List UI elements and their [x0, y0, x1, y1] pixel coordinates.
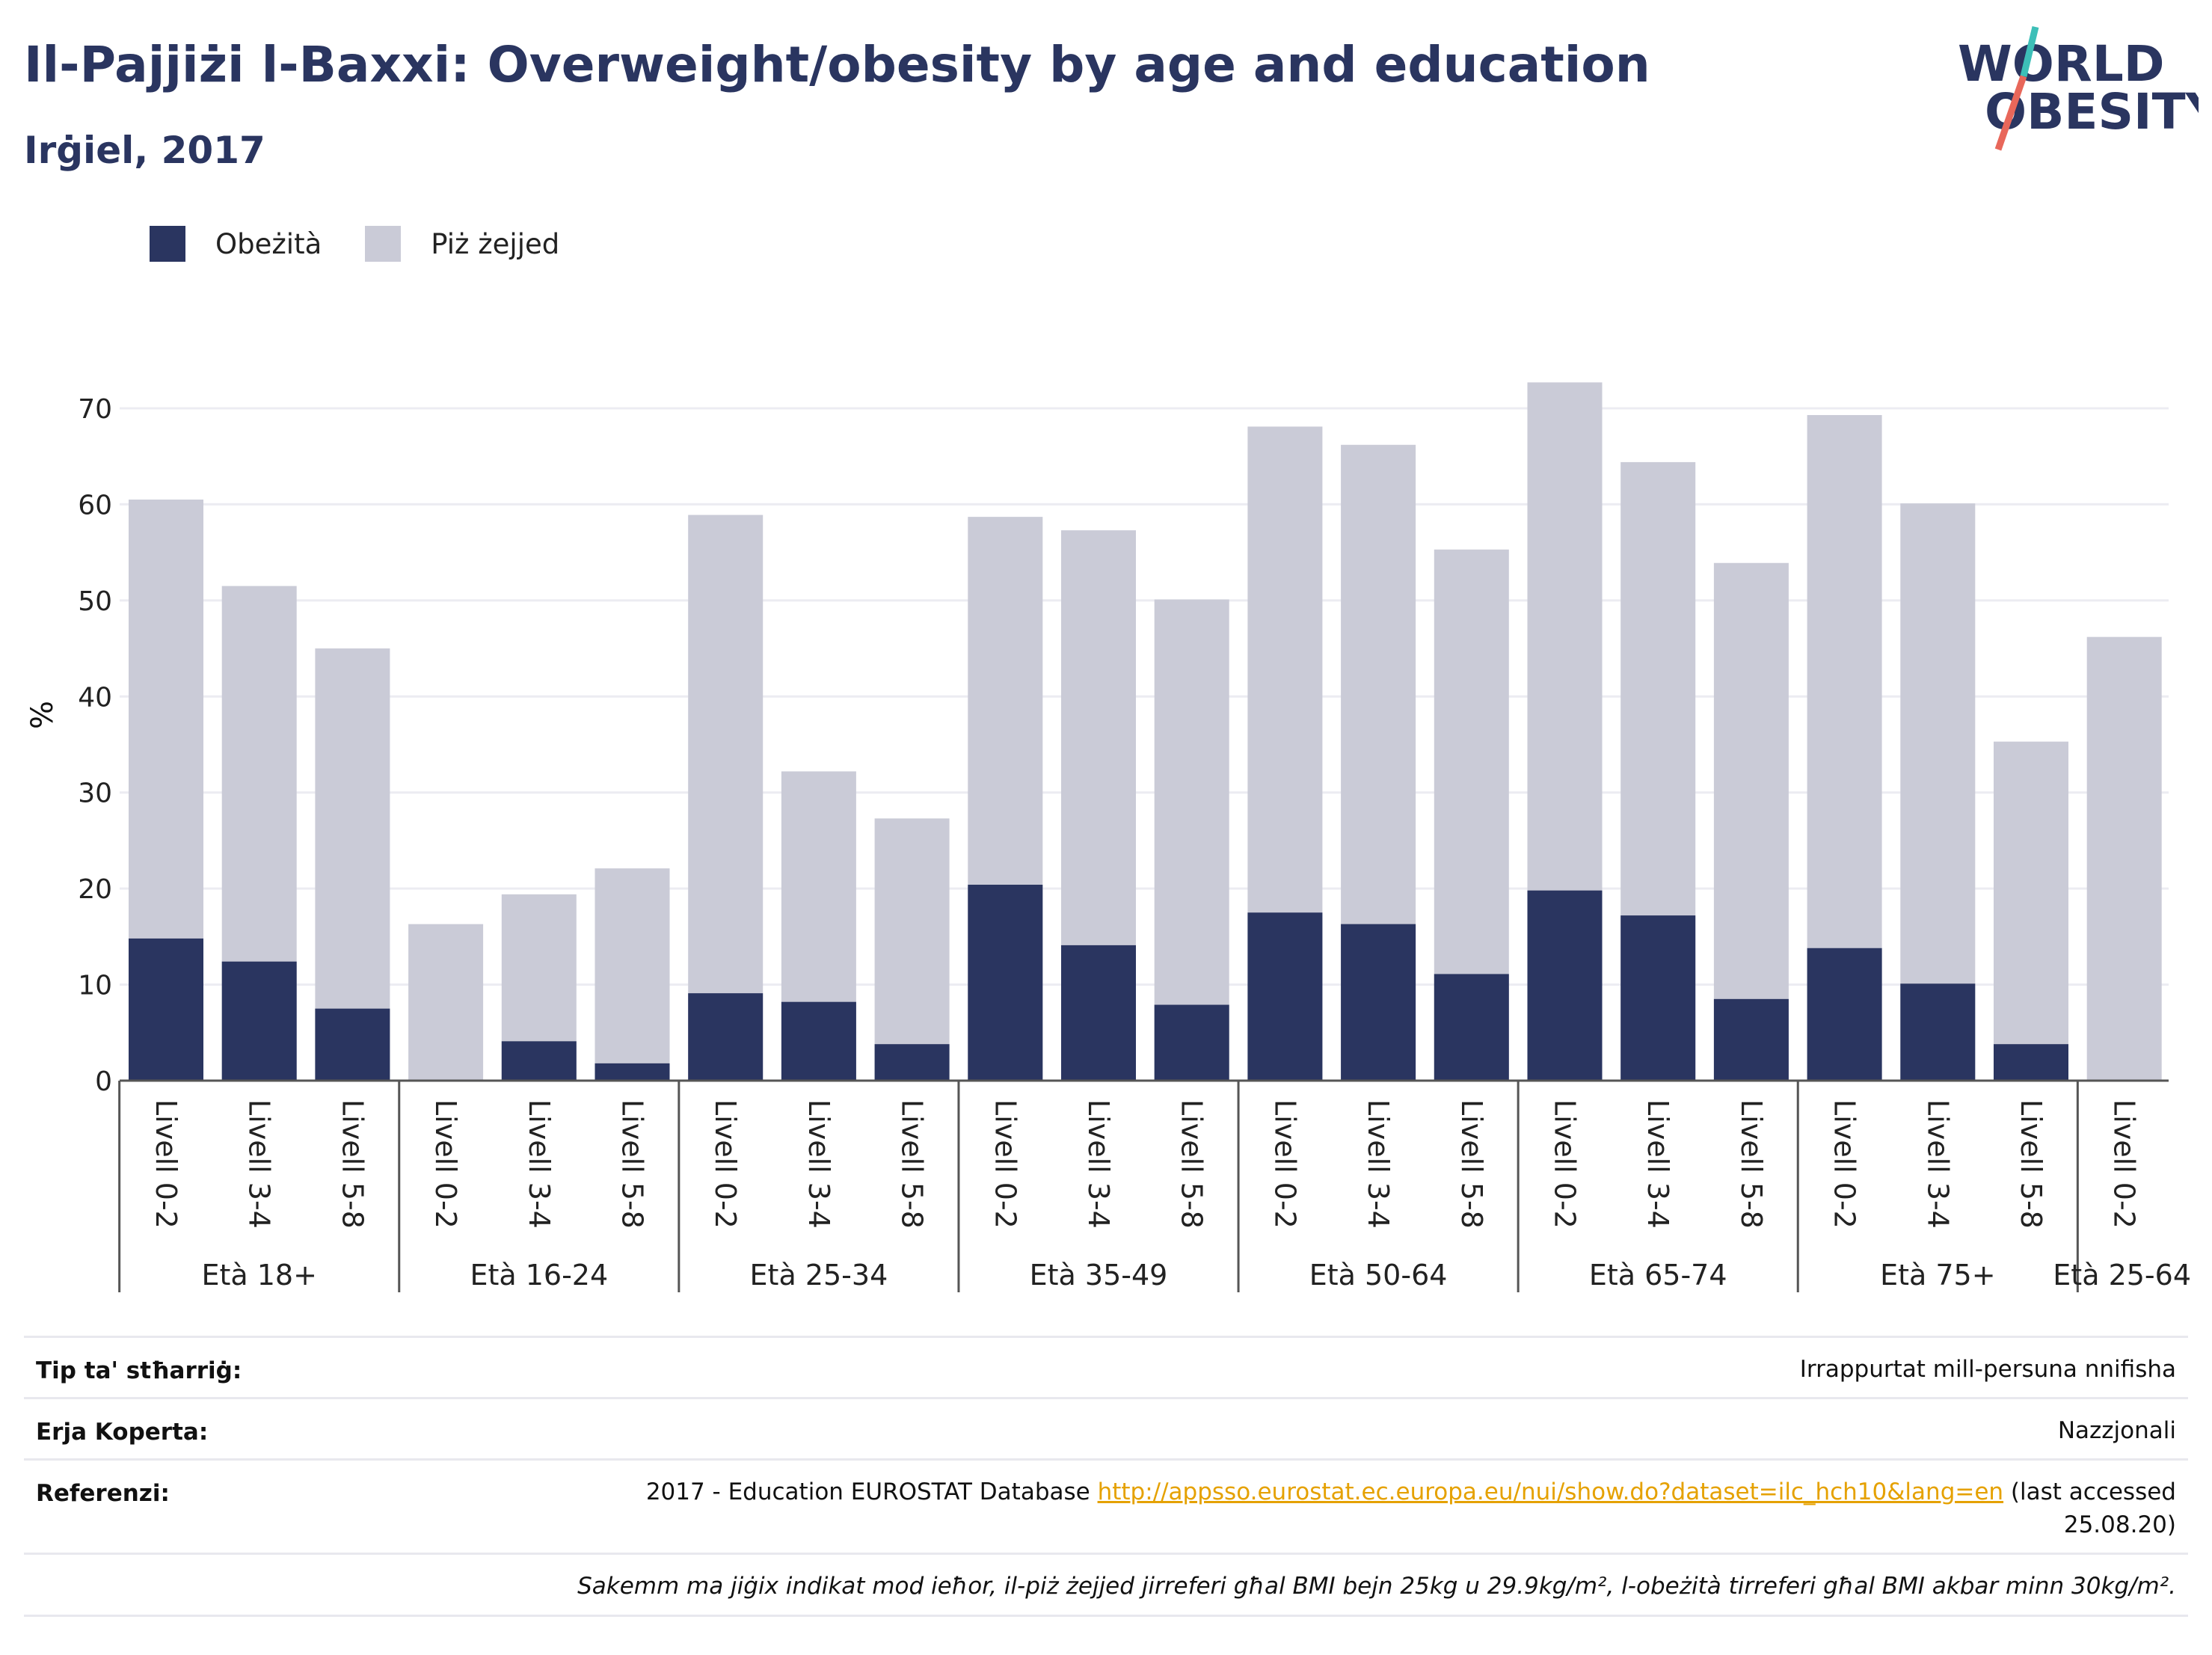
- definition-note: Sakemm ma jiġix indikat mod ieħor, il-pi…: [577, 1573, 2176, 1600]
- bar-obesity: [1620, 915, 1696, 1081]
- y-tick-label: 50: [78, 586, 112, 617]
- bar-obesity: [1434, 974, 1509, 1081]
- info-row-references: Referenzi: 2017 - Education EUROSTAT Dat…: [24, 1458, 2188, 1553]
- y-axis-label: %: [25, 701, 60, 729]
- bar-overweight: [1994, 741, 2068, 1081]
- reference-suffix: (last accessed 25.08.20): [2003, 1479, 2176, 1538]
- y-tick-label: 0: [95, 1066, 112, 1097]
- bar-obesity: [874, 1044, 950, 1081]
- x-tick-label: Livell 3-4: [243, 1099, 276, 1229]
- bar-obesity: [315, 1008, 390, 1081]
- survey-type-label: Tip ta' stħarriġ:: [36, 1357, 242, 1384]
- info-table: Tip ta' stħarriġ: Irrappurtat mill-persu…: [24, 1336, 2188, 1617]
- x-tick-label: Livell 0-2: [429, 1099, 462, 1229]
- bar-overweight: [408, 924, 484, 1081]
- legend-swatch-obesity: [150, 226, 185, 262]
- info-row-survey-type: Tip ta' stħarriġ: Irrappurtat mill-persu…: [24, 1336, 2188, 1397]
- info-row-area: Erja Koperta: Nazzjonali: [24, 1397, 2188, 1458]
- reference-prefix: 2017 - Education EUROSTAT Database: [645, 1479, 1098, 1505]
- legend-item-overweight[interactable]: Piż żejjed: [365, 226, 559, 262]
- x-tick-label: Livell 3-4: [1082, 1099, 1115, 1229]
- group-label: Età 25-64: [2053, 1259, 2191, 1292]
- area-value: Nazzjonali: [2057, 1417, 2176, 1444]
- chart-title: Il-Pajjiżi l-Baxxi: Overweight/obesity b…: [24, 36, 1650, 93]
- group-label: Età 16-24: [470, 1259, 608, 1292]
- bar-obesity: [1713, 998, 1789, 1081]
- legend-label-overweight: Piż żejjed: [431, 227, 560, 260]
- bar-overweight: [688, 515, 764, 1081]
- bar-obesity: [595, 1063, 670, 1081]
- bar-chart: 0 10 20 30 40 50 60 70% Livell 0-2 Livell 3-4 Live…: [25, 382, 2191, 1292]
- logo-slash-bottom: [1994, 75, 2027, 151]
- x-tick-label: Livell 0-2: [1549, 1099, 1582, 1229]
- world-obesity-logo: WORLD OBESITY: [1958, 25, 2199, 151]
- x-tick-label: Livell 5-8: [2015, 1099, 2047, 1229]
- x-tick-label: Livell 5-8: [616, 1099, 649, 1229]
- group-label: Età 65-74: [1589, 1259, 1727, 1292]
- bar-obesity: [1154, 1004, 1229, 1081]
- y-tick-label: 10: [78, 971, 112, 1001]
- y-tick-label: 40: [78, 682, 112, 713]
- logo-slash-top: [2020, 25, 2039, 78]
- bar-obesity: [1061, 945, 1136, 1081]
- x-tick-label: Livell 0-2: [2108, 1099, 2141, 1229]
- bar-obesity: [1900, 983, 1976, 1081]
- group-label: Età 18+: [201, 1259, 316, 1292]
- y-tick-label: 20: [78, 874, 112, 905]
- group-label: Età 75+: [1880, 1259, 1995, 1292]
- bar-overweight: [1713, 562, 1789, 1081]
- bar-obesity: [968, 885, 1043, 1081]
- chart-subtitle: Irġiel, 2017: [24, 129, 265, 172]
- bar-overweight: [1154, 599, 1229, 1081]
- x-tick-label: Livell 3-4: [802, 1099, 835, 1229]
- y-tick-label: 30: [78, 779, 112, 809]
- x-tick-label: Livell 3-4: [1921, 1099, 1954, 1229]
- x-tick-label: Livell 5-8: [1455, 1099, 1488, 1229]
- x-tick-label: Livell 0-2: [150, 1099, 182, 1229]
- bar-obesity: [1527, 890, 1603, 1081]
- bar-overweight: [2086, 636, 2162, 1081]
- reference-link[interactable]: http://appsso.eurostat.ec.europa.eu/nui/…: [1097, 1479, 2004, 1505]
- x-tick-label: Livell 5-8: [896, 1099, 929, 1229]
- bar-obesity: [1994, 1044, 2068, 1081]
- x-tick-label: Livell 0-2: [1828, 1099, 1861, 1229]
- logo-line1: WORLD: [1958, 35, 2165, 93]
- bar-obesity: [688, 993, 764, 1081]
- bar-obesity: [1807, 948, 1882, 1081]
- x-tick-label: Livell 0-2: [709, 1099, 742, 1229]
- y-tick-label: 70: [78, 394, 112, 425]
- x-tick-label: Livell 3-4: [1641, 1099, 1674, 1229]
- x-tick-label: Livell 3-4: [1362, 1099, 1395, 1229]
- legend-swatch-overweight: [365, 226, 402, 262]
- y-tick-label: 60: [78, 490, 112, 521]
- bar-obesity: [1341, 924, 1416, 1081]
- bar-obesity: [501, 1041, 577, 1081]
- bar-obesity: [1247, 912, 1323, 1081]
- group-label: Età 25-34: [750, 1259, 888, 1292]
- bar-overweight: [595, 868, 670, 1081]
- x-tick-label: Livell 0-2: [1268, 1099, 1301, 1229]
- info-row-note: Sakemm ma jiġix indikat mod ieħor, il-pi…: [24, 1553, 2188, 1617]
- legend-item-obesity[interactable]: Obeżità: [150, 226, 322, 262]
- bar-obesity: [781, 1001, 856, 1081]
- x-tick-label: Livell 0-2: [989, 1099, 1021, 1229]
- references-label: Referenzi:: [36, 1480, 170, 1507]
- bar-obesity: [221, 961, 297, 1081]
- survey-type-value: Irrappurtat mill-persuna nnifisha: [1799, 1356, 2176, 1383]
- group-label: Età 50-64: [1309, 1259, 1448, 1292]
- x-tick-label: Livell 5-8: [1176, 1099, 1208, 1229]
- legend-label-obesity: Obeżità: [215, 227, 322, 260]
- chart-legend: Obeżità Piż żejjed: [150, 221, 603, 266]
- area-label: Erja Koperta:: [36, 1419, 209, 1446]
- x-tick-label: Livell 3-4: [523, 1099, 556, 1229]
- bar-overweight: [874, 818, 950, 1081]
- references-value: 2017 - Education EUROSTAT Database http:…: [531, 1476, 2176, 1541]
- bar-obesity: [129, 938, 203, 1081]
- group-label: Età 35-49: [1030, 1259, 1168, 1292]
- x-tick-label: Livell 5-8: [1735, 1099, 1768, 1229]
- x-tick-label: Livell 5-8: [336, 1099, 369, 1229]
